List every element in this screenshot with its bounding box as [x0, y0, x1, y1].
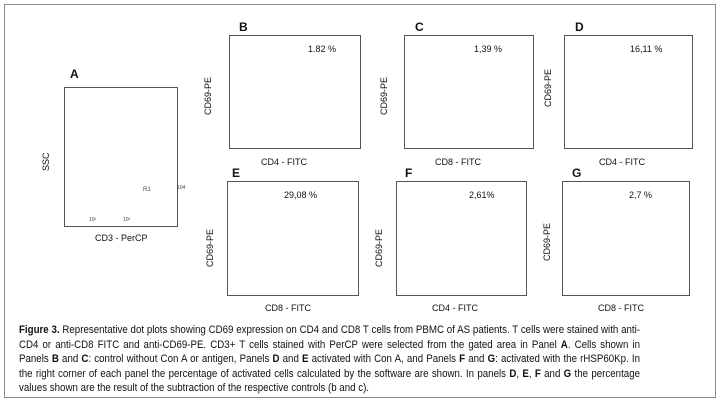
panel-c-percent: 1,39 %: [474, 44, 503, 54]
panel-a-plot: [64, 87, 178, 227]
caption-ref-d: D: [509, 367, 517, 380]
figure-caption: Figure 3. Representative dot plots showi…: [19, 323, 640, 396]
panel-b-percent: 1.82 %: [308, 44, 337, 54]
caption-ref-e: E: [522, 367, 529, 380]
panel-d-letter: D: [575, 20, 584, 34]
caption-ref-a: A: [560, 338, 568, 351]
caption-text: and: [540, 367, 564, 380]
panel-e-percent: 29,08 %: [284, 190, 318, 200]
caption-ref-b: B: [51, 353, 59, 366]
caption-text: the percentage values shown are the resu…: [19, 367, 640, 395]
panel-d-percent: 16,11 %: [630, 44, 663, 54]
panel-d-xlabel: CD4 - FITC: [599, 157, 645, 167]
plots-area: A SSC CD3 - PerCP R1 104 10² 10³ B 1.82 …: [5, 5, 715, 321]
panel-g-xlabel: CD8 - FITC: [598, 303, 644, 313]
panel-a-xlabel: CD3 - PerCP: [95, 233, 148, 243]
panel-a-tick-right: 104: [177, 185, 186, 191]
panel-g-ylabel: CD69-PE: [542, 222, 552, 261]
panel-c-plot: [404, 35, 534, 149]
panel-e-ylabel: CD69-PE: [205, 228, 215, 267]
caption-ref-d: D: [272, 353, 280, 366]
caption-text: and: [58, 353, 82, 366]
caption-ref-e: E: [302, 353, 309, 366]
panel-c-letter: C: [415, 20, 424, 34]
caption-text: activated with Con A, and Panels: [308, 353, 460, 366]
caption-text: and: [465, 353, 488, 366]
panel-e-letter: E: [232, 166, 241, 180]
caption-ref-f: F: [459, 353, 466, 366]
figure-frame: A SSC CD3 - PerCP R1 104 10² 10³ B 1.82 …: [4, 4, 716, 398]
panel-a-xtick-1: 10²: [89, 217, 97, 223]
panel-f-letter: F: [405, 166, 413, 180]
panel-f-xlabel: CD4 - FITC: [432, 303, 478, 313]
panel-g-plot: [562, 181, 690, 296]
panel-f-percent: 2,61%: [469, 190, 495, 200]
caption-text: ,: [528, 367, 535, 380]
panel-a-ylabel: SSC: [41, 152, 51, 171]
panel-e-plot: [227, 181, 359, 296]
caption-text: : control without Con A or antigen, Pane…: [88, 353, 273, 366]
panel-a-xtick-2: 10³: [123, 217, 131, 223]
panel-d-plot: [564, 35, 693, 149]
panel-c-ylabel: CD69-PE: [379, 76, 389, 115]
caption-figure-label: Figure 3.: [19, 324, 60, 336]
panel-b-plot: [229, 35, 361, 149]
caption-ref-g: G: [487, 353, 496, 366]
panel-a-gate-label: R1: [143, 187, 151, 193]
panel-b-xlabel: CD4 - FITC: [261, 157, 307, 167]
caption-ref-g: G: [563, 367, 572, 380]
panel-g-percent: 2,7 %: [629, 190, 653, 200]
panel-b-ylabel: CD69-PE: [203, 76, 213, 115]
panel-f-ylabel: CD69-PE: [374, 228, 384, 267]
panel-g-letter: G: [572, 166, 582, 180]
panel-a-letter: A: [70, 67, 79, 81]
caption-text: and: [279, 353, 303, 366]
caption-text: : activated with the rHSP60Kp. In the ri…: [19, 353, 641, 380]
caption-text: ,: [516, 367, 523, 380]
caption-ref-c: C: [81, 353, 89, 366]
panel-f-plot: [396, 181, 527, 296]
panel-c-xlabel: CD8 - FITC: [435, 157, 481, 167]
caption-text: . Cells shown in Panels: [19, 338, 640, 366]
caption-ref-f: F: [534, 367, 541, 380]
panel-d-ylabel: CD69-PE: [543, 68, 553, 107]
caption-text: Representative dot plots showing CD69 ex…: [19, 324, 641, 351]
panel-e-xlabel: CD8 - FITC: [265, 303, 311, 313]
panel-b-letter: B: [239, 20, 248, 34]
